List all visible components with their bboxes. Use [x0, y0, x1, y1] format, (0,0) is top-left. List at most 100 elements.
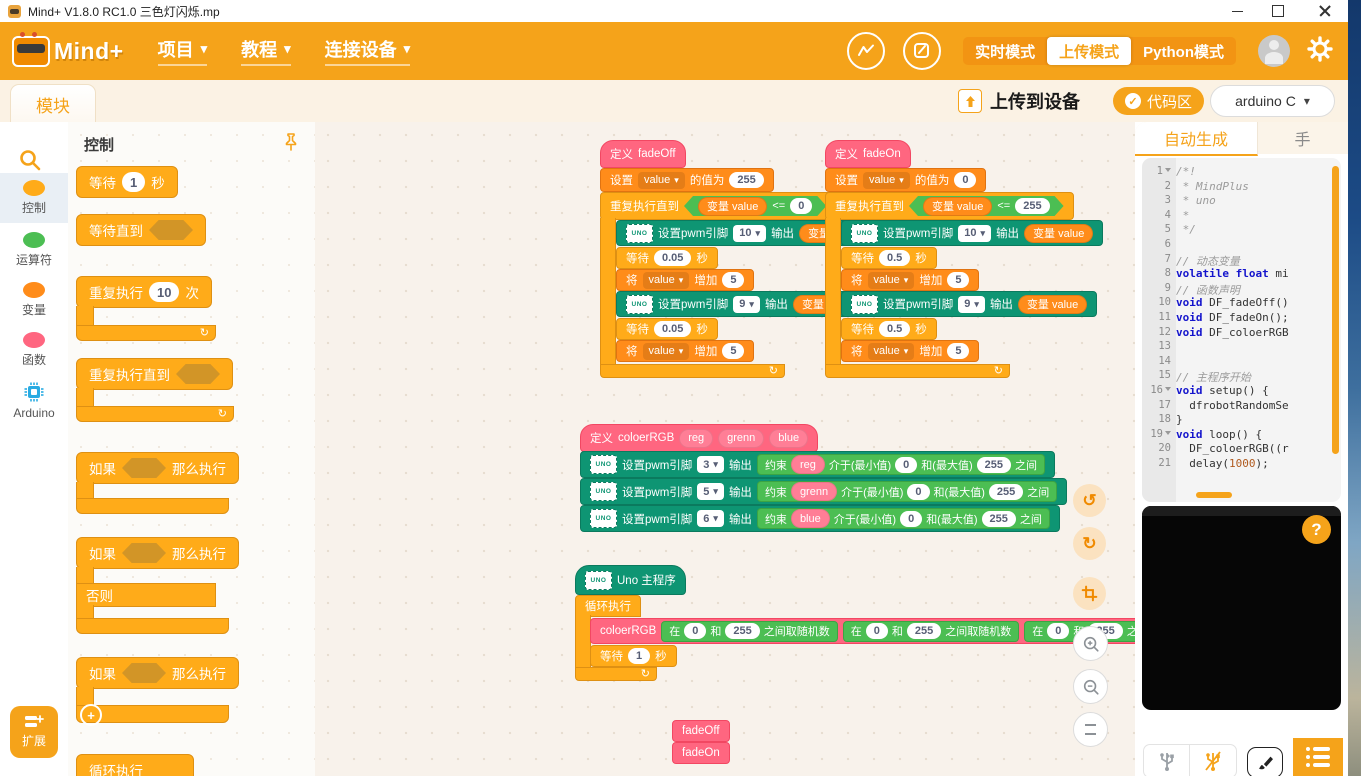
usb-disconnect-button[interactable]	[1189, 744, 1237, 776]
workspace-canvas[interactable]: 定义 fadeOff 设置 value 的值为 255 重复执行直到 变量 va…	[315, 122, 1135, 776]
community-button[interactable]	[847, 32, 886, 70]
sidebar-item-arduino[interactable]: Arduino	[0, 375, 68, 425]
sidebar-item-variables[interactable]: 变量	[0, 275, 68, 325]
code-vertical-scrollbar[interactable]	[1332, 166, 1339, 454]
settings-button[interactable]	[1306, 35, 1334, 68]
boolean-slot[interactable]	[149, 220, 193, 240]
call-fadeon-block[interactable]: fadeOn	[672, 742, 730, 764]
boolean-slot[interactable]	[176, 364, 220, 384]
wait-block[interactable]: 等待 0.5 秒	[841, 247, 937, 269]
param-reporter[interactable]: reg	[790, 455, 825, 474]
random-number-block[interactable]: 在 0 和 255 之间取随机数	[842, 620, 1020, 642]
repeat-until-block[interactable]: 重复执行直到 变量 value <= 255	[825, 192, 1074, 220]
zoom-in-button[interactable]	[1073, 626, 1108, 661]
usb-connect-button[interactable]	[1143, 744, 1191, 776]
variable-dropdown[interactable]: value	[867, 342, 915, 360]
code-area-toggle[interactable]: 代码区	[1113, 87, 1205, 115]
variable-dropdown[interactable]: value	[867, 271, 915, 289]
repeat-until-block[interactable]: 重复执行直到 变量 value <= 0	[600, 192, 837, 220]
sidebar-item-operators[interactable]: 运算符	[0, 225, 68, 275]
define-fadeoff-hat-block[interactable]: 定义 fadeOff	[600, 140, 686, 168]
define-coloergb-hat-block[interactable]: 定义 coloerRGB reg grenn blue	[580, 424, 819, 452]
palette-block-wait-until[interactable]: 等待直到	[76, 214, 206, 246]
variable-reporter[interactable]: 变量 value	[1024, 223, 1094, 243]
mindplus-logo[interactable]: Mind+	[12, 31, 124, 67]
palette-block-wait[interactable]: 等待 1 秒	[76, 166, 178, 198]
add-condition-icon[interactable]	[80, 704, 102, 726]
menu-connect-device[interactable]: 连接设备	[324, 36, 411, 66]
variable-dropdown[interactable]: value	[642, 342, 690, 360]
tab-manual-edit[interactable]: 手	[1294, 132, 1311, 149]
set-pwm-block[interactable]: UNO 设置pwm引脚 5 输出 约束 grenn 介于(最小值) 0 和(最大…	[580, 478, 1068, 505]
constrain-block[interactable]: 约束 reg 介于(最小值) 0 和(最大值) 255 之间	[756, 454, 1045, 475]
feedback-button[interactable]	[903, 32, 942, 70]
change-variable-block[interactable]: 将 value 增加 5	[841, 269, 980, 291]
boolean-slot[interactable]	[122, 663, 166, 683]
call-coloergb-block[interactable]: coloerRGB 在 0 和 255 之间取随机数 在 0 和 255 之间取…	[590, 618, 1135, 644]
maximize-button[interactable]	[1258, 0, 1298, 22]
less-equal-boolean-block[interactable]: 变量 value <= 0	[684, 196, 826, 216]
sidebar-item-control[interactable]: 控制	[0, 173, 68, 223]
pin-palette-button[interactable]	[282, 132, 300, 157]
upload-to-device-button[interactable]: 上传到设备	[958, 88, 1080, 114]
search-button[interactable]	[18, 148, 42, 177]
code-editor[interactable]: 1 2 3 4 5 6 7 8 9 10 11 12 13 14 15 16 17 18 19 20 21 /*! * …	[1142, 158, 1341, 502]
pin-dropdown[interactable]: 9	[733, 295, 760, 313]
set-pwm-block[interactable]: UNO 设置pwm引脚 9 输出 变量 value	[841, 291, 1098, 317]
mode-python[interactable]: Python模式	[1143, 43, 1224, 61]
change-variable-block[interactable]: 将 value 增加 5	[616, 269, 755, 291]
pin-dropdown[interactable]: 6	[697, 510, 724, 527]
variable-dropdown[interactable]: value	[863, 171, 910, 189]
constrain-block[interactable]: 约束 blue 介于(最小值) 0 和(最大值) 255 之间	[756, 508, 1050, 529]
mode-upload[interactable]: 上传模式	[1047, 37, 1132, 65]
user-avatar[interactable]	[1258, 35, 1290, 67]
help-button[interactable]: ?	[1302, 515, 1331, 544]
change-variable-block[interactable]: 将 value 增加 5	[616, 340, 755, 362]
sidebar-item-functions[interactable]: 函数	[0, 325, 68, 375]
boolean-slot[interactable]	[122, 458, 166, 478]
uno-main-hat-block[interactable]: UNO Uno 主程序	[575, 565, 686, 595]
menu-tutorial[interactable]: 教程	[241, 36, 291, 66]
tab-modules[interactable]: 模块	[10, 84, 96, 123]
code-horizontal-scrollbar[interactable]	[1196, 492, 1232, 498]
param-reporter[interactable]: grenn	[790, 482, 838, 501]
pin-dropdown[interactable]: 10	[733, 224, 767, 242]
variable-reporter[interactable]: 变量 value	[698, 197, 767, 216]
screenshot-button[interactable]	[1073, 577, 1106, 610]
constrain-block[interactable]: 约束 grenn 介于(最小值) 0 和(最大值) 255 之间	[756, 481, 1058, 502]
forever-loop-block[interactable]: 循环执行	[575, 595, 641, 617]
call-fadeoff-block[interactable]: fadeOff	[672, 720, 730, 742]
variable-reporter[interactable]: 变量 value	[923, 197, 992, 216]
wait-block[interactable]: 等待 1 秒	[590, 645, 677, 667]
variable-dropdown[interactable]: value	[642, 271, 690, 289]
pin-dropdown[interactable]: 9	[958, 295, 985, 313]
wait-block[interactable]: 等待 0.05 秒	[616, 318, 718, 340]
random-number-block[interactable]: 在 0 和 255 之间取随机数	[661, 620, 838, 642]
boolean-slot[interactable]	[122, 543, 166, 563]
minimize-button[interactable]	[1217, 0, 1257, 22]
param-reporter[interactable]: reg	[679, 428, 714, 448]
set-variable-block[interactable]: 设置 value 的值为 255	[600, 168, 774, 192]
menu-project[interactable]: 项目	[157, 36, 208, 66]
set-pwm-block[interactable]: UNO 设置pwm引脚 10 输出 变量 value	[841, 220, 1104, 246]
zoom-reset-button[interactable]	[1073, 712, 1108, 747]
pin-dropdown[interactable]: 3	[697, 456, 724, 473]
tab-auto-generate[interactable]: 自动生成	[1135, 122, 1258, 156]
pin-dropdown[interactable]: 5	[697, 483, 724, 500]
variable-dropdown[interactable]: value	[638, 171, 685, 189]
close-button[interactable]	[1305, 0, 1345, 22]
define-fadeon-hat-block[interactable]: 定义 fadeOn	[825, 140, 911, 168]
board-language-select[interactable]: arduino C	[1210, 85, 1335, 117]
block-list-button[interactable]	[1293, 738, 1343, 776]
undo-button[interactable]: ↺	[1073, 484, 1106, 517]
theme-brush-button[interactable]	[1247, 747, 1283, 776]
wait-block[interactable]: 等待 0.5 秒	[841, 318, 937, 340]
redo-button[interactable]: ↻	[1073, 527, 1106, 560]
mode-realtime[interactable]: 实时模式	[975, 43, 1036, 61]
less-equal-boolean-block[interactable]: 变量 value <= 255	[909, 196, 1064, 216]
param-reporter[interactable]: blue	[790, 509, 830, 528]
palette-block-forever[interactable]: 循环执行	[76, 754, 194, 776]
param-reporter[interactable]: blue	[769, 428, 809, 448]
change-variable-block[interactable]: 将 value 增加 5	[841, 340, 980, 362]
set-pwm-block[interactable]: UNO 设置pwm引脚 6 输出 约束 blue 介于(最小值) 0 和(最大值…	[580, 505, 1060, 532]
